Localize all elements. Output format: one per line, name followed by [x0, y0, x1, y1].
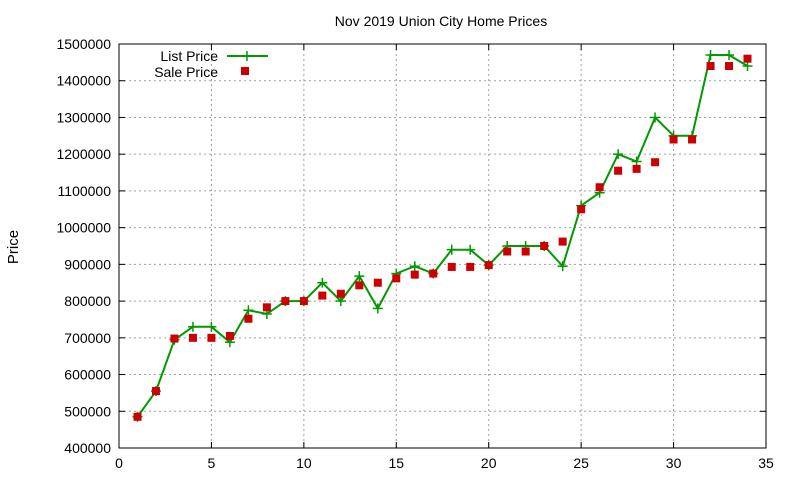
sale-price-point: [299, 297, 308, 306]
x-tick-label: 0: [115, 455, 123, 471]
y-tick-label: 1500000: [56, 36, 111, 52]
y-tick-labels: 400000 500000 600000 700000 800000 900000 1000…: [56, 36, 111, 456]
y-tick-label: 800000: [64, 293, 111, 309]
list-price-point: [724, 50, 735, 61]
legend-swatch-list-price: [227, 51, 268, 61]
sale-price-point: [725, 62, 734, 71]
sale-price-point: [151, 387, 160, 396]
axis-ticks: [118, 43, 767, 449]
sale-price-point: [373, 278, 382, 287]
list-price-point: [650, 112, 661, 123]
sale-price-point: [521, 247, 530, 256]
sale-price-point: [207, 333, 216, 342]
y-tick-label: 1000000: [56, 220, 111, 236]
y-tick-label: 900000: [64, 256, 111, 272]
sale-price-point: [632, 164, 641, 173]
list-price-point: [187, 321, 198, 332]
y-tick-label: 1300000: [56, 109, 111, 125]
list-price-point: [372, 303, 383, 314]
list-price-point: [742, 61, 753, 72]
legend-label-list-price: List Price: [160, 48, 218, 64]
chart-title: Nov 2019 Union City Home Prices: [335, 13, 547, 29]
list-price-point: [631, 156, 642, 167]
x-tick-label: 20: [481, 455, 497, 471]
sale-price-point: [281, 297, 290, 306]
list-price-point: [446, 244, 457, 255]
x-tick-label: 35: [758, 455, 774, 471]
x-tick-label: 15: [388, 455, 404, 471]
y-tick-label: 700000: [64, 330, 111, 346]
sale-price-point: [188, 333, 197, 342]
list-price-point: [354, 271, 365, 282]
grid-lines: [119, 44, 766, 448]
x-tick-labels: 0 5 10 15 20 25 30 35: [115, 455, 774, 471]
sale-price-point: [170, 334, 179, 343]
sale-price-point: [669, 135, 678, 144]
legend-swatch-sale-price: [241, 67, 249, 75]
y-tick-label: 1400000: [56, 73, 111, 89]
list-price-point: [243, 305, 254, 316]
sale-price-point: [410, 270, 419, 279]
list-price-point: [206, 321, 217, 332]
sale-price-point: [651, 158, 660, 167]
plot-frame: [118, 43, 767, 449]
sale-price-point: [355, 281, 364, 290]
sale-price-point: [466, 262, 475, 271]
list-price-point: [409, 261, 420, 272]
sale-price-point: [262, 303, 271, 312]
y-tick-label: 1100000: [58, 183, 112, 199]
list-price-point: [317, 277, 328, 288]
list-price-point: [705, 50, 716, 61]
sale-price-point: [577, 205, 586, 214]
list-price-line: [136, 54, 749, 418]
sale-price-point: [614, 166, 623, 175]
y-tick-label: 400000: [64, 440, 111, 456]
list-price-point: [465, 244, 476, 255]
y-axis-label: Price: [5, 230, 22, 264]
data-series: [132, 50, 753, 422]
legend-label-sale-price: Sale Price: [154, 64, 218, 80]
y-tick-label: 500000: [64, 403, 111, 419]
list-price-point: [557, 261, 568, 272]
sale-price-point: [392, 274, 401, 283]
x-tick-label: 25: [573, 455, 589, 471]
list-price-point: [613, 149, 624, 160]
sale-price-point: [595, 183, 604, 192]
x-tick-label: 5: [208, 455, 216, 471]
sale-price-point: [318, 291, 327, 300]
sale-price-point: [244, 314, 253, 323]
sale-price-point: [336, 289, 345, 298]
sale-price-point: [743, 54, 752, 63]
sale-price-point: [429, 269, 438, 278]
sale-price-point: [484, 261, 493, 270]
sale-price-point: [558, 237, 567, 246]
sale-price-point: [225, 331, 234, 340]
sale-price-point: [447, 262, 456, 271]
sale-price-point: [540, 242, 549, 250]
list-price-point: [335, 296, 346, 307]
sale-price-point: [133, 412, 142, 421]
y-tick-label: 1200000: [56, 146, 111, 162]
sale-price-point: [706, 62, 715, 71]
y-tick-label: 600000: [64, 367, 111, 383]
sale-price-point: [688, 135, 697, 144]
x-tick-label: 30: [666, 455, 682, 471]
x-tick-label: 10: [296, 455, 312, 471]
sale-price-point: [503, 247, 512, 256]
